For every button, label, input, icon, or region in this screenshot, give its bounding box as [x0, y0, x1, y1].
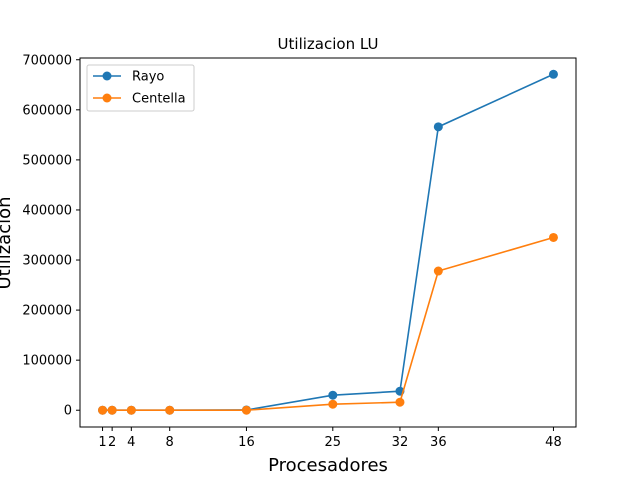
x-axis-label: Procesadores: [268, 455, 388, 476]
data-point-centella: [107, 405, 117, 415]
legend-marker-centella: [102, 93, 112, 103]
y-tick-label: 300000: [22, 254, 72, 269]
y-axis: 0 100000 200000 300000 400000 500000 600000 700…: [22, 53, 80, 419]
y-tick-label: 100000: [22, 354, 72, 369]
x-tick-label: 8: [166, 435, 174, 450]
data-point-centella: [328, 399, 338, 409]
data-point-centella: [98, 405, 108, 415]
x-tick-label: 4: [127, 435, 135, 450]
data-point-rayo: [548, 69, 558, 79]
y-tick-label: 400000: [22, 203, 72, 218]
y-tick-label: 200000: [22, 304, 72, 319]
legend-label-centella: Centella: [132, 92, 186, 107]
series-line-rayo: [102, 73, 554, 412]
plot-frame: [79, 57, 577, 428]
data-point-centella: [241, 405, 251, 415]
series-rayo: [98, 69, 558, 415]
legend-label-rayo: Rayo: [132, 70, 164, 85]
series-line-centella: [102, 236, 554, 412]
x-tick-label: 2: [108, 435, 116, 450]
data-point-centella: [165, 405, 175, 415]
x-tick-label: 32: [392, 435, 409, 450]
series-layer: [98, 69, 558, 415]
x-tick-label: 48: [545, 435, 562, 450]
y-tick-label: 700000: [22, 53, 72, 68]
x-tick-label: 36: [430, 435, 447, 450]
plot-area: [79, 57, 577, 428]
data-point-centella: [395, 397, 405, 407]
x-tick-label: 16: [238, 435, 255, 450]
x-tick-label: 1: [98, 435, 106, 450]
y-axis-label: Utilizacion: [0, 196, 15, 289]
y-tick-label: 0: [64, 404, 72, 419]
legend: Rayo Centella: [86, 64, 195, 112]
data-point-centella: [433, 266, 443, 276]
x-tick-label: 25: [325, 435, 342, 450]
data-point-centella: [126, 405, 136, 415]
x-axis: 1 2 4 8 16 25 32 36 48: [98, 427, 562, 450]
y-tick-label: 600000: [22, 103, 72, 118]
chart-title: Utilizacion LU: [278, 35, 379, 53]
series-centella: [98, 232, 558, 415]
legend-marker-rayo: [102, 71, 112, 81]
y-tick-label: 500000: [22, 153, 72, 168]
data-point-rayo: [433, 122, 443, 132]
data-point-rayo: [328, 390, 338, 400]
data-point-centella: [548, 232, 558, 242]
